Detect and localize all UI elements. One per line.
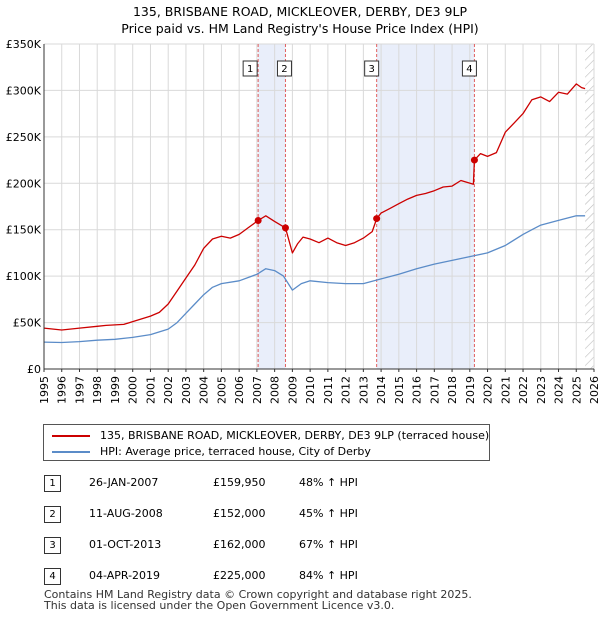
- x-tick-label: 2009: [286, 376, 299, 404]
- table-row: 3 01-OCT-2013 £162,000 67% ↑ HPI: [43, 537, 463, 555]
- y-tick-label: £200K: [6, 177, 42, 190]
- table-row: 4 04-APR-2019 £225,000 84% ↑ HPI: [43, 568, 463, 586]
- x-tick-label: 2011: [322, 376, 335, 404]
- x-tick-label: 2023: [535, 376, 548, 404]
- transaction-date: 01-OCT-2013: [89, 538, 162, 551]
- sale-label-3: 3: [368, 64, 374, 75]
- marker-layer: 1 2 3 4: [242, 60, 478, 232]
- legend-swatch-hpi: [52, 451, 90, 453]
- sale-marker-1: [254, 216, 262, 224]
- x-tick-label: 2024: [553, 376, 566, 404]
- x-tick-label: 1996: [56, 376, 69, 404]
- x-tick-label: 2010: [304, 376, 317, 404]
- x-tick-label: 2008: [269, 376, 282, 404]
- sale-label-box-1: [242, 60, 258, 77]
- x-tick-label: 2014: [375, 376, 388, 404]
- footer: Contains HM Land Registry data © Crown c…: [44, 589, 472, 611]
- footer-line1: Contains HM Land Registry data © Crown c…: [44, 588, 472, 601]
- price-chart: 1 2 3 4 £0 £50K £100K £150K £200K £250K £300K £350…: [6, 38, 600, 404]
- x-tick-label: 2005: [215, 376, 228, 404]
- sale-label-1: 1: [247, 64, 253, 75]
- table-row: 2 11-AUG-2008 £152,000 45% ↑ HPI: [43, 506, 463, 524]
- y-tick-label: £350K: [6, 38, 42, 51]
- x-tick-label: 2021: [499, 376, 512, 404]
- chart-title-line1: 135, BRISBANE ROAD, MICKLEOVER, DERBY, D…: [132, 4, 467, 19]
- y-tick-label: £0: [27, 363, 41, 376]
- transaction-date: 26-JAN-2007: [89, 476, 159, 489]
- x-tick-label: 2025: [570, 376, 583, 404]
- grid-layer: [43, 43, 595, 370]
- x-tick-label: 2017: [428, 376, 441, 404]
- x-tick-label: 1999: [109, 376, 122, 404]
- property-price-line: [43, 83, 586, 331]
- forecast-hatch: [585, 44, 594, 369]
- legend-swatch-property: [52, 435, 90, 437]
- legend-label-hpi: HPI: Average price, terraced house, City…: [100, 445, 371, 458]
- shaded-span: [258, 44, 286, 369]
- y-tick-label: £250K: [6, 131, 42, 144]
- series-layer: [43, 83, 586, 344]
- x-tick-label: 2004: [198, 376, 211, 404]
- x-tick-label: 2001: [144, 376, 157, 404]
- x-tick-label: 2002: [162, 376, 175, 404]
- sale-marker-2: [281, 224, 289, 232]
- x-tick-label: 1998: [91, 376, 104, 404]
- chart-title: 135, BRISBANE ROAD, MICKLEOVER, DERBY, D…: [0, 3, 600, 37]
- transaction-hpi: 48% ↑ HPI: [299, 476, 358, 489]
- x-tick-label: 2013: [357, 376, 370, 404]
- sale-label-box-4: [461, 60, 477, 77]
- y-tick-label: £150K: [6, 224, 42, 237]
- transaction-number: 4: [44, 568, 61, 585]
- x-tick-label: 2007: [251, 376, 264, 404]
- x-tick-label: 1995: [38, 376, 51, 404]
- sale-label-box-2: [276, 60, 292, 77]
- transaction-number: 3: [44, 537, 61, 554]
- x-tick-label: 2012: [340, 376, 353, 404]
- y-tick-label: £100K: [6, 270, 42, 283]
- sale-label-4: 4: [466, 64, 472, 75]
- transaction-price: £159,950: [213, 476, 266, 489]
- transaction-date: 11-AUG-2008: [89, 507, 163, 520]
- hpi-line: [43, 215, 586, 344]
- sale-label-box-3: [364, 60, 380, 77]
- transaction-number: 1: [44, 475, 61, 492]
- x-tick-label: 2016: [411, 376, 424, 404]
- x-tick-label: 2015: [393, 376, 406, 404]
- transaction-hpi: 45% ↑ HPI: [299, 507, 358, 520]
- shaded-span: [376, 44, 475, 369]
- transaction-date: 04-APR-2019: [89, 569, 161, 582]
- transaction-number: 2: [44, 506, 61, 523]
- axis-layer: £0 £50K £100K £150K £200K £250K £300K £350K 1995…: [6, 38, 600, 404]
- x-tick-label: 2026: [588, 376, 600, 404]
- transaction-hpi: 84% ↑ HPI: [299, 569, 358, 582]
- legend-label-property: 135, BRISBANE ROAD, MICKLEOVER, DERBY, D…: [100, 429, 490, 442]
- x-tick-label: 1997: [73, 376, 86, 404]
- x-tick-label: 2006: [233, 376, 246, 404]
- sale-marker-4: [470, 156, 478, 164]
- x-tick-label: 2019: [464, 376, 477, 404]
- chart-title-line2: Price paid vs. HM Land Registry's House …: [121, 21, 479, 36]
- x-tick-label: 2000: [127, 376, 140, 404]
- y-tick-label: £50K: [13, 317, 42, 330]
- sale-marker-3: [373, 215, 381, 223]
- footer-line2: This data is licensed under the Open Gov…: [44, 599, 395, 612]
- table-row: 1 26-JAN-2007 £159,950 48% ↑ HPI: [43, 475, 463, 493]
- x-tick-label: 2020: [482, 376, 495, 404]
- y-tick-label: £300K: [6, 84, 42, 97]
- legend: 135, BRISBANE ROAD, MICKLEOVER, DERBY, D…: [43, 424, 490, 461]
- sale-label-2: 2: [281, 64, 287, 75]
- shade-layer: [258, 44, 594, 369]
- transaction-hpi: 67% ↑ HPI: [299, 538, 358, 551]
- transaction-price: £162,000: [213, 538, 266, 551]
- x-tick-label: 2018: [446, 376, 459, 404]
- x-tick-label: 2003: [180, 376, 193, 404]
- x-tick-label: 2022: [517, 376, 530, 404]
- transaction-price: £225,000: [213, 569, 266, 582]
- transaction-price: £152,000: [213, 507, 266, 520]
